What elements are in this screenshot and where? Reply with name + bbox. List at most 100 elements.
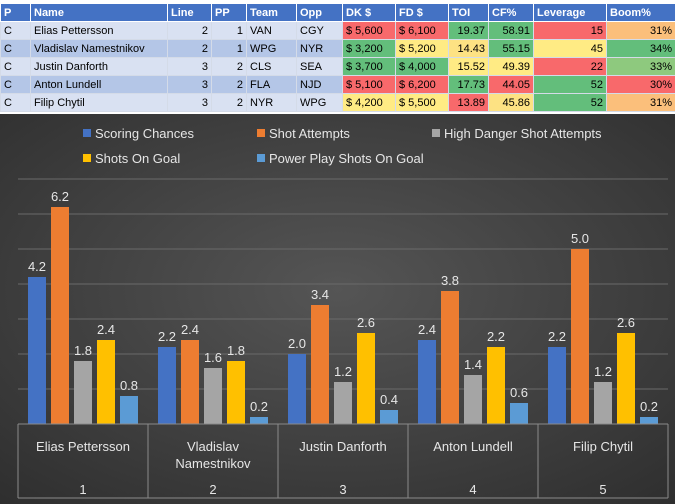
cell-name[interactable]: Elias Pettersson [30, 21, 168, 40]
table-row: C Elias Pettersson 2 1 VAN CGY $ 5,600 $… [0, 21, 675, 40]
bar [51, 207, 69, 424]
cell-position[interactable]: C [0, 75, 31, 94]
cell-leverage[interactable]: 52 [533, 93, 607, 112]
category-label: Vladislav [187, 439, 240, 454]
cell-dk-salary[interactable]: $ 3,700 [342, 57, 396, 76]
cell-boom-pct[interactable]: 31% [606, 93, 675, 112]
header-line[interactable]: Line [167, 3, 212, 22]
cell-name[interactable]: Vladislav Namestnikov [30, 39, 168, 58]
cell-leverage[interactable]: 22 [533, 57, 607, 76]
cell-team[interactable]: CLS [246, 57, 297, 76]
cell-opp[interactable]: NJD [296, 75, 343, 94]
cell-toi[interactable]: 17.73 [448, 75, 489, 94]
cell-fd-salary[interactable]: $ 5,200 [395, 39, 449, 58]
cell-cf-pct[interactable]: 58.91 [488, 21, 534, 40]
cell-opp[interactable]: SEA [296, 57, 343, 76]
cell-toi[interactable]: 13.89 [448, 93, 489, 112]
cell-fd-salary[interactable]: $ 4,000 [395, 57, 449, 76]
bar [311, 305, 329, 424]
header-cf-pct[interactable]: CF% [488, 3, 534, 22]
stats-table: P Name Line PP Team Opp DK $ FD $ TOI CF… [0, 3, 675, 112]
cell-boom-pct[interactable]: 33% [606, 57, 675, 76]
cell-boom-pct[interactable]: 31% [606, 21, 675, 40]
cell-fd-salary[interactable]: $ 6,100 [395, 21, 449, 40]
bar [204, 368, 222, 424]
header-toi[interactable]: TOI [448, 3, 489, 22]
bar-chart[interactable]: Scoring Chances Shot Attempts High Danger … [0, 114, 675, 504]
cell-cf-pct[interactable]: 49.39 [488, 57, 534, 76]
cell-pp[interactable]: 2 [211, 75, 247, 94]
cell-dk-salary[interactable]: $ 4,200 [342, 93, 396, 112]
bar [617, 333, 635, 424]
cell-dk-salary[interactable]: $ 5,600 [342, 21, 396, 40]
data-label: 2.4 [418, 322, 436, 337]
legend-swatch [83, 154, 91, 162]
cell-line[interactable]: 2 [167, 39, 212, 58]
category-index-label: 2 [209, 482, 216, 497]
cell-leverage[interactable]: 45 [533, 39, 607, 58]
cell-team[interactable]: VAN [246, 21, 297, 40]
data-label: 0.4 [380, 392, 398, 407]
header-dk-salary[interactable]: DK $ [342, 3, 396, 22]
cell-boom-pct[interactable]: 30% [606, 75, 675, 94]
header-pp[interactable]: PP [211, 3, 247, 22]
category-index-label: 4 [469, 482, 476, 497]
header-fd-salary[interactable]: FD $ [395, 3, 449, 22]
cell-team[interactable]: NYR [246, 93, 297, 112]
cell-toi[interactable]: 15.52 [448, 57, 489, 76]
header-opp[interactable]: Opp [296, 3, 343, 22]
cell-line[interactable]: 3 [167, 57, 212, 76]
cell-cf-pct[interactable]: 44.05 [488, 75, 534, 94]
bar [357, 333, 375, 424]
cell-opp[interactable]: WPG [296, 93, 343, 112]
cell-team[interactable]: FLA [246, 75, 297, 94]
legend-label: Shots On Goal [95, 151, 180, 166]
cell-fd-salary[interactable]: $ 5,500 [395, 93, 449, 112]
legend-label: High Danger Shot Attempts [444, 126, 602, 141]
cell-opp[interactable]: CGY [296, 21, 343, 40]
header-leverage[interactable]: Leverage [533, 3, 607, 22]
cell-position[interactable]: C [0, 93, 31, 112]
header-position[interactable]: P [0, 3, 31, 22]
cell-pp[interactable]: 2 [211, 57, 247, 76]
cell-cf-pct[interactable]: 55.15 [488, 39, 534, 58]
cell-position[interactable]: C [0, 57, 31, 76]
header-team[interactable]: Team [246, 3, 297, 22]
cell-pp[interactable]: 1 [211, 39, 247, 58]
cell-line[interactable]: 2 [167, 21, 212, 40]
data-label: 1.6 [204, 350, 222, 365]
bar [28, 277, 46, 424]
cell-team[interactable]: WPG [246, 39, 297, 58]
cell-toi[interactable]: 19.37 [448, 21, 489, 40]
cell-fd-salary[interactable]: $ 6,200 [395, 75, 449, 94]
data-label: 2.6 [617, 315, 635, 330]
cell-name[interactable]: Filip Chytil [30, 93, 168, 112]
cell-pp[interactable]: 1 [211, 21, 247, 40]
cell-leverage[interactable]: 52 [533, 75, 607, 94]
bar [334, 382, 352, 424]
category-label: Elias Pettersson [36, 439, 130, 454]
data-label: 3.8 [441, 273, 459, 288]
cell-opp[interactable]: NYR [296, 39, 343, 58]
bar [571, 249, 589, 424]
table-row: C Vladislav Namestnikov 2 1 WPG NYR $ 3,… [0, 39, 675, 58]
cell-boom-pct[interactable]: 34% [606, 39, 675, 58]
cell-name[interactable]: Anton Lundell [30, 75, 168, 94]
cell-toi[interactable]: 14.43 [448, 39, 489, 58]
cell-dk-salary[interactable]: $ 3,200 [342, 39, 396, 58]
data-label: 1.2 [334, 364, 352, 379]
cell-position[interactable]: C [0, 39, 31, 58]
cell-name[interactable]: Justin Danforth [30, 57, 168, 76]
cell-pp[interactable]: 2 [211, 93, 247, 112]
table-row: C Filip Chytil 3 2 NYR WPG $ 4,200 $ 5,5… [0, 93, 675, 112]
data-label: 4.2 [28, 259, 46, 274]
chart-category-axis: Elias Pettersson 1 Vladislav Namestnikov 2 Ju… [17, 423, 669, 499]
cell-cf-pct[interactable]: 45.86 [488, 93, 534, 112]
cell-line[interactable]: 3 [167, 93, 212, 112]
cell-dk-salary[interactable]: $ 5,100 [342, 75, 396, 94]
cell-leverage[interactable]: 15 [533, 21, 607, 40]
header-boom-pct[interactable]: Boom% [606, 3, 675, 22]
cell-position[interactable]: C [0, 21, 31, 40]
header-name[interactable]: Name [30, 3, 168, 22]
cell-line[interactable]: 3 [167, 75, 212, 94]
